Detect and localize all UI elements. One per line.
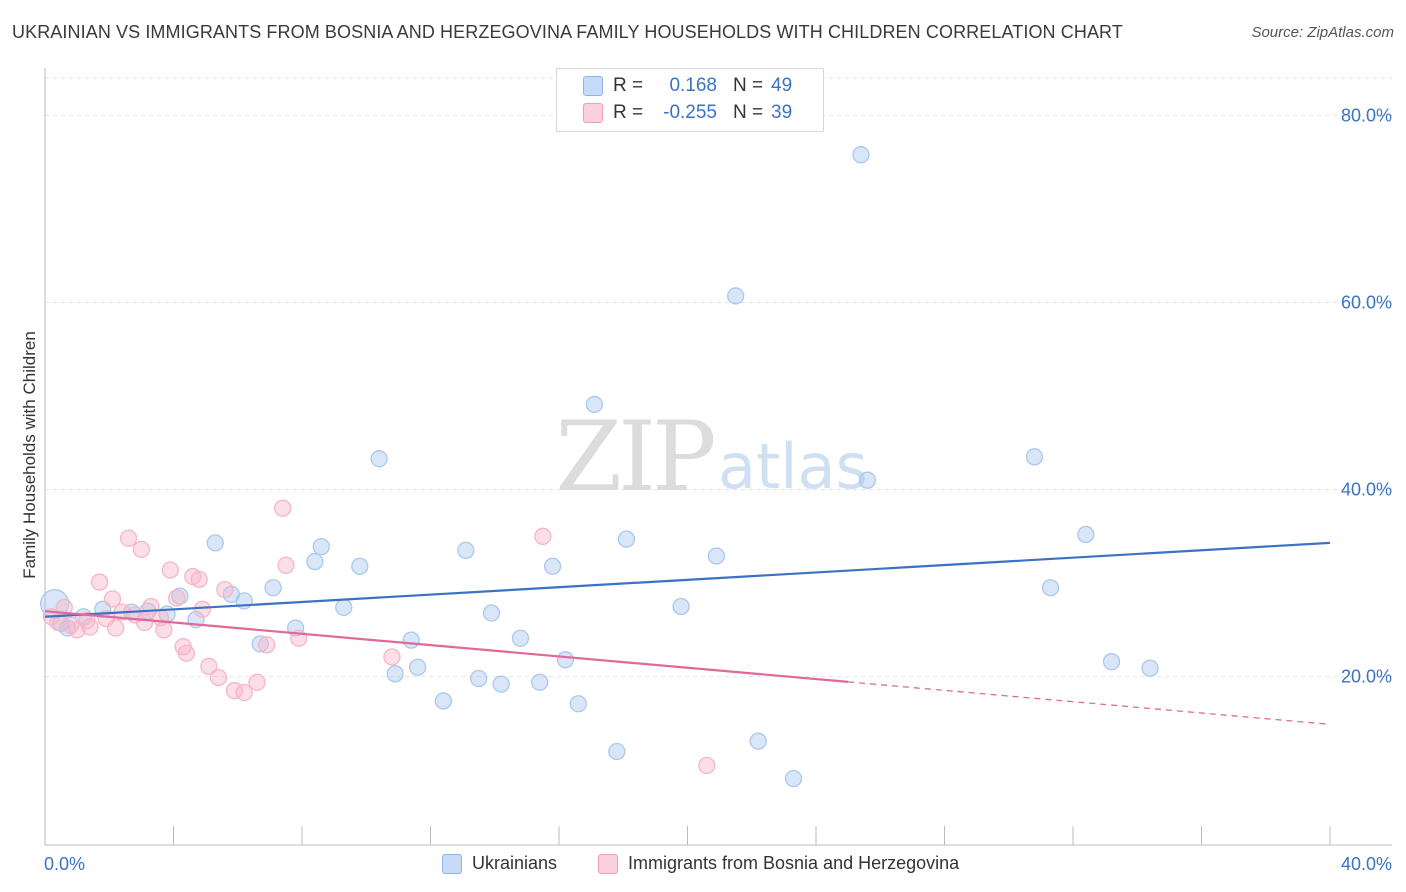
trend-line-immigrants-dashed [848,681,1331,725]
point-ukrainians [251,635,269,653]
gridlines [45,77,1392,678]
point-immigrants [90,573,109,591]
stats-r-value: 0.168 [669,75,717,96]
y-tick-label: 20.0% [1341,667,1392,687]
point-immigrants [177,644,196,662]
point-immigrants [107,619,125,637]
point-ukrainians [1102,653,1121,671]
point-immigrants [161,561,179,579]
point-ukrainians [727,287,745,305]
point-ukrainians [531,673,549,691]
point-ukrainians [543,557,562,575]
point-ukrainians [351,557,369,575]
point-immigrants [119,529,138,547]
stats-n-label: N = [733,102,764,123]
point-immigrants [383,648,401,666]
point-immigrants [135,613,154,632]
point-immigrants [200,657,218,675]
point-immigrants [209,668,228,687]
point-ukrainians [858,471,877,489]
point-ukrainians [852,146,870,164]
point-ukrainians [585,395,603,414]
stats-r-label: R = [613,75,644,96]
point-immigrants [81,618,99,636]
legend-swatch-immigrants [598,854,618,874]
point-ukrainians [470,669,488,688]
point-ukrainians [306,552,324,571]
stats-swatch-immigrants [583,103,603,123]
stats-row-immigrants: R = -0.255 N = 39 [557,100,823,126]
legend-label: Ukrainians [472,853,558,873]
chart-title: UKRAINIAN VS IMMIGRANTS FROM BOSNIA AND … [12,22,1123,42]
point-immigrants [193,600,212,618]
point-ukrainians [511,629,530,647]
point-immigrants [274,499,292,517]
point-ukrainians [206,534,224,552]
point-ukrainians [408,658,427,676]
y-tick-label: 80.0% [1341,105,1392,125]
point-ukrainians [482,604,501,622]
point-ukrainians [457,541,475,560]
point-ukrainians [312,537,330,556]
stats-n-value: 39 [771,102,793,123]
point-ukrainians [370,450,388,468]
point-ukrainians [617,530,636,548]
point-ukrainians [672,597,690,616]
stats-box: R = 0.168 N = 49 R = -0.255 N = 39 [556,68,824,132]
point-ukrainians [1141,659,1159,677]
point-ukrainians [402,631,420,649]
trend-line-immigrants [44,610,849,683]
point-ukrainians [608,742,626,761]
tick-labels: 20.0% 40.0% 60.0% 80.0% 0.0% 40.0% [44,105,1392,874]
y-tick-label: 40.0% [1341,480,1392,500]
point-immigrants [49,613,67,632]
point-immigrants [258,636,276,654]
legend-swatch-ukrainians [442,854,462,874]
x-tick-label: 40.0% [1341,854,1392,874]
point-immigrants [534,527,552,545]
point-immigrants [698,756,716,775]
point-ukrainians [434,692,453,710]
stats-row-ukrainians: R = 0.168 N = 49 [557,73,823,99]
trend-lines [44,541,1331,725]
trend-line-ukrainians [44,541,1331,618]
point-immigrants [168,589,186,607]
watermark-zip: ZIP [555,401,714,513]
watermark-atlas: atlas [718,430,868,503]
point-ukrainians [569,695,587,713]
x-tick-label: 0.0% [44,854,85,874]
point-ukrainians [335,598,353,617]
point-ukrainians [749,732,767,750]
legend-label: Immigrants from Bosnia and Herzegovina [628,853,960,873]
point-ukrainians [707,547,726,565]
point-immigrants [103,590,122,608]
stats-n-value: 49 [771,75,793,96]
point-immigrants [277,556,295,574]
point-ukrainians [264,579,282,597]
stats-n-label: N = [733,75,764,96]
point-ukrainians [492,675,510,693]
stats-swatch-ukrainians [583,76,603,96]
y-tick-label: 60.0% [1341,292,1392,312]
point-immigrants [132,540,151,559]
point-immigrants [155,621,173,639]
stats-r-label: R = [613,102,644,123]
point-immigrants [248,673,266,691]
axes [44,68,1392,846]
point-ukrainians [784,769,803,788]
point-ukrainians [1041,579,1060,597]
point-ukrainians [1077,525,1095,544]
point-ukrainians [1025,448,1044,466]
point-immigrants [235,683,253,702]
point-immigrants [216,580,234,599]
point-ukrainians [386,665,404,683]
stats-r-value: -0.255 [663,102,717,123]
legend: Ukrainians Immigrants from Bosnia and He… [0,852,1406,878]
watermark: ZIP atlas [555,401,867,513]
chart-source: Source: ZipAtlas.com [1251,24,1394,41]
point-ukrainians [556,651,575,669]
point-immigrants [190,570,208,589]
